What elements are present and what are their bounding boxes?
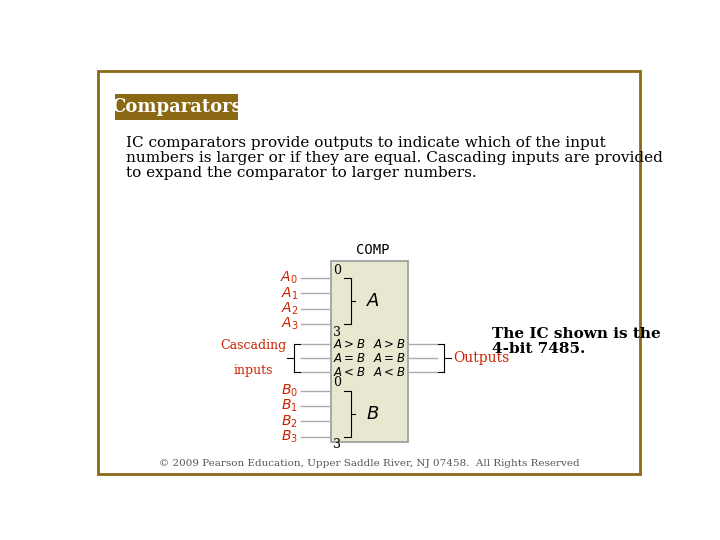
Text: IC comparators provide outputs to indicate which of the input: IC comparators provide outputs to indica… [127, 136, 606, 150]
Text: © 2009 Pearson Education, Upper Saddle River, NJ 07458.  All Rights Reserved: © 2009 Pearson Education, Upper Saddle R… [158, 459, 580, 468]
Text: $A$: $A$ [366, 292, 380, 310]
Text: $A_1$: $A_1$ [281, 285, 298, 302]
Text: $A = B$: $A = B$ [373, 352, 405, 365]
Text: $B_0$: $B_0$ [281, 382, 298, 399]
Text: 3: 3 [333, 326, 341, 339]
Text: $A < B$: $A < B$ [333, 366, 365, 379]
Text: $A > B$: $A > B$ [373, 338, 405, 351]
Text: $B$: $B$ [366, 404, 379, 423]
Text: $B_3$: $B_3$ [282, 429, 298, 445]
Text: numbers is larger or if they are equal. Cascading inputs are provided: numbers is larger or if they are equal. … [127, 151, 663, 165]
Text: Comparators: Comparators [111, 98, 242, 116]
Bar [330, 261, 408, 442]
Text: $A_0$: $A_0$ [280, 270, 298, 286]
Text: Cascading: Cascading [220, 339, 287, 352]
Text: $A < B$: $A < B$ [373, 366, 405, 379]
Text: 0: 0 [333, 376, 341, 389]
Text: inputs: inputs [234, 364, 274, 377]
Text: 0: 0 [333, 264, 341, 276]
Text: 4-bit 7485.: 4-bit 7485. [492, 342, 585, 356]
Text: Outputs: Outputs [454, 351, 510, 365]
Text: $A_2$: $A_2$ [281, 301, 298, 317]
Text: The IC shown is the: The IC shown is the [492, 327, 661, 341]
Text: $A = B$: $A = B$ [333, 352, 365, 365]
Text: $B_1$: $B_1$ [282, 397, 298, 414]
Text: to expand the comparator to larger numbers.: to expand the comparator to larger numbe… [127, 166, 477, 180]
Text: 3: 3 [333, 438, 341, 451]
Text: $A_3$: $A_3$ [281, 316, 298, 333]
Bar [115, 94, 238, 120]
Text: COMP: COMP [356, 242, 390, 256]
Text: $B_2$: $B_2$ [282, 413, 298, 429]
Text: $A > B$: $A > B$ [333, 338, 365, 351]
